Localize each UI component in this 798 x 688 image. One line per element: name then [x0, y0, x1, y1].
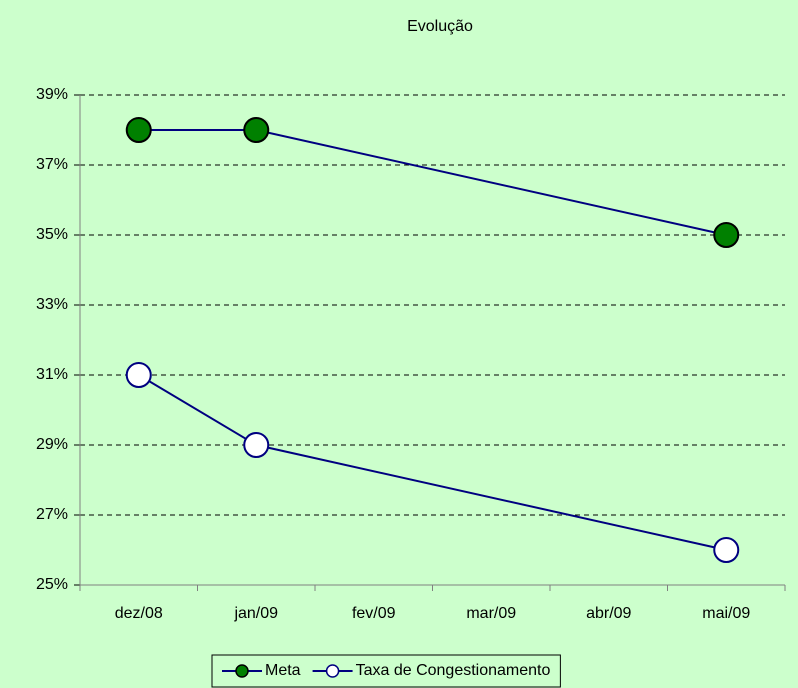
x-tick-label: mar/09 [466, 605, 516, 622]
legend-marker [235, 664, 249, 678]
x-tick-label: abr/09 [586, 605, 631, 622]
marker [243, 432, 270, 458]
x-tick-label: dez/08 [115, 605, 163, 622]
y-tick-label: 25% [36, 576, 68, 593]
y-tick-label: 33% [36, 296, 68, 313]
y-tick-label: 39% [36, 86, 68, 103]
chart-title: Evolução [407, 18, 473, 35]
legend-box [211, 654, 561, 688]
marker [243, 117, 270, 143]
marker [125, 117, 152, 143]
y-tick-label: 35% [36, 226, 68, 243]
marker [713, 222, 740, 248]
legend-label: Meta [265, 662, 301, 679]
x-tick-label: fev/09 [352, 605, 396, 622]
x-tick-label: mai/09 [702, 605, 750, 622]
marker [125, 362, 152, 388]
y-tick-label: 31% [36, 366, 68, 383]
legend-label: Taxa de Congestionamento [356, 662, 551, 679]
x-tick-label: jan/09 [233, 605, 278, 622]
y-tick-label: 37% [36, 156, 68, 173]
marker [713, 537, 740, 563]
y-tick-label: 29% [36, 436, 68, 453]
y-tick-label: 27% [36, 506, 68, 523]
legend-marker [325, 664, 340, 678]
